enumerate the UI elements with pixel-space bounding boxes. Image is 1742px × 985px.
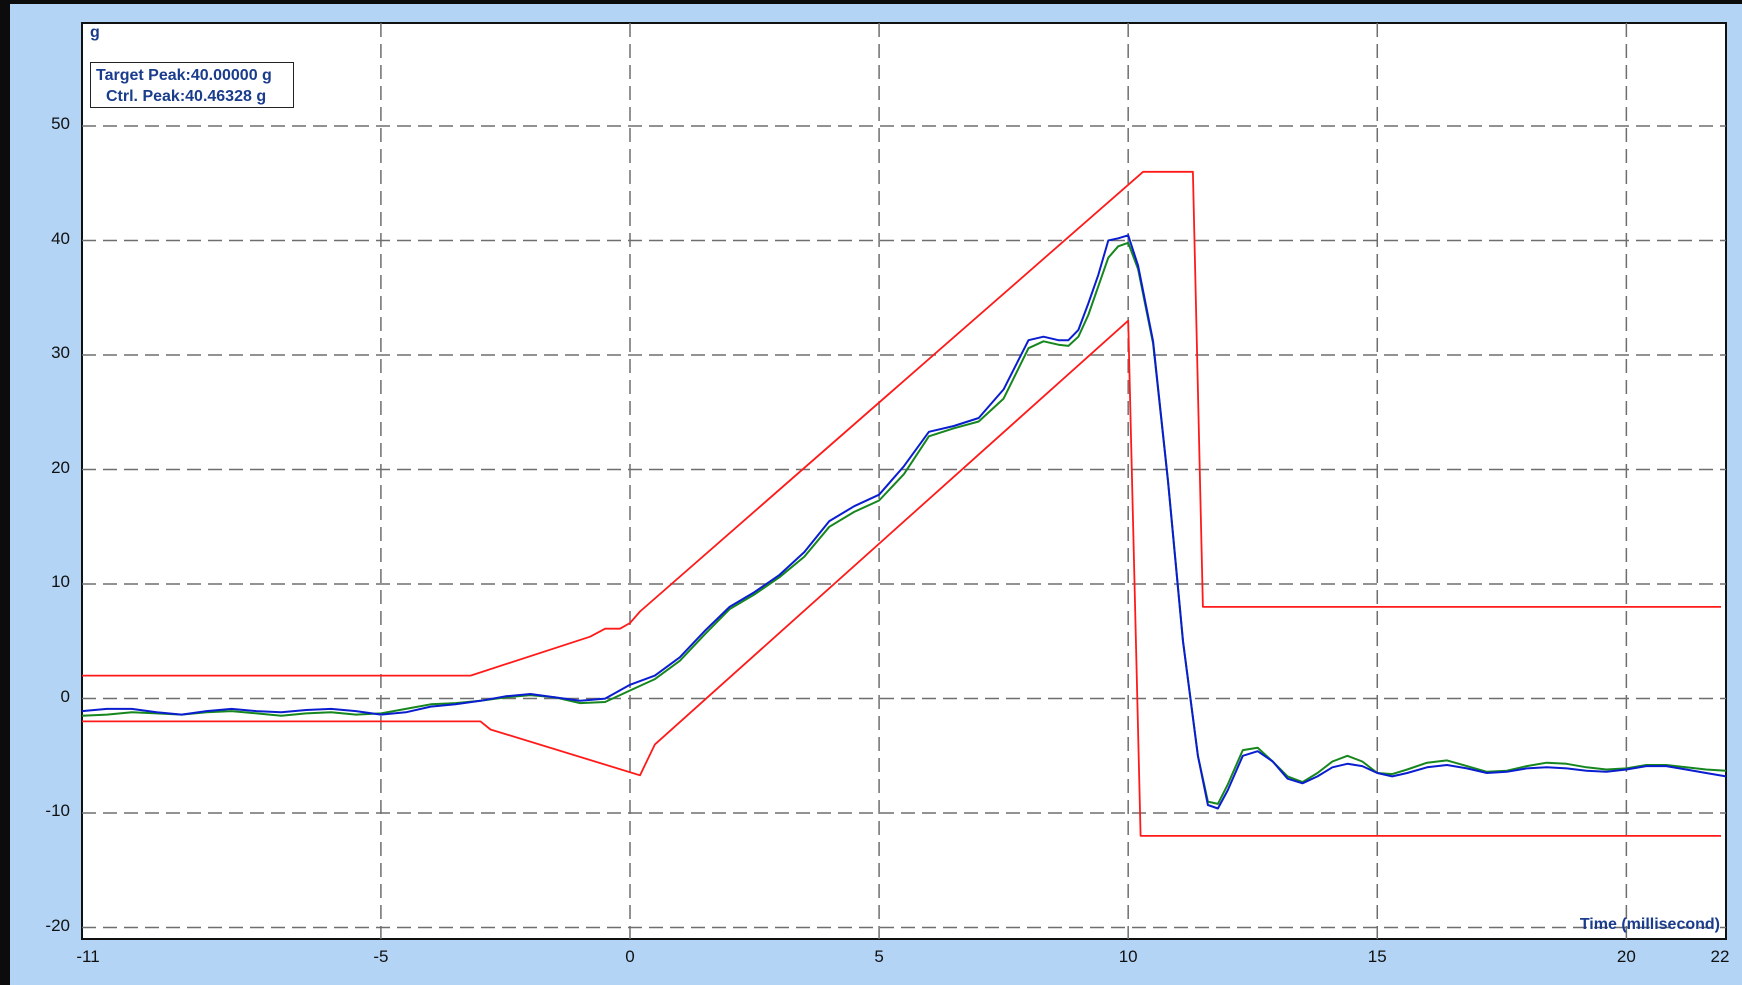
target-peak-text: Target Peak:40.00000 g [96, 67, 272, 84]
y-tick-label: 20 [51, 457, 70, 477]
x-tick-label: 10 [1118, 947, 1138, 966]
x-tick-label: 0 [625, 947, 635, 966]
y-tick-label: 10 [51, 572, 70, 592]
x-tick-label: 5 [874, 947, 884, 966]
plot-background [81, 22, 1727, 940]
y-axis-label: g [90, 24, 100, 41]
x-axis-label: Time (millisecond) [1579, 916, 1720, 933]
x-tick-label: 20 [1616, 947, 1636, 966]
x-tick-label: 22 [1710, 947, 1730, 966]
frame-border-top [0, 0, 1742, 4]
x-tick-label: 15 [1367, 947, 1387, 966]
y-tick-label: -10 [45, 801, 70, 821]
y-tick-label: 30 [51, 343, 70, 363]
y-tick-label: 0 [60, 686, 70, 706]
series-reference-line [81, 241, 1727, 805]
y-tick-label: 40 [51, 228, 70, 248]
peak-annotation-box: Target Peak:40.00000 g Ctrl. Peak:40.463… [90, 62, 294, 108]
y-tick-label: 50 [51, 114, 70, 134]
series-lines [81, 170, 1727, 837]
grid-lines [82, 23, 1726, 939]
x-tick-label: -5 [373, 947, 389, 966]
frame-border-left [0, 0, 10, 985]
series-control-line [81, 234, 1727, 810]
series-lower-line [82, 319, 1721, 837]
ctrl-peak-text: Ctrl. Peak:40.46328 g [106, 88, 267, 105]
y-tick-label: -20 [45, 915, 70, 935]
series-upper-line [82, 170, 1721, 677]
x-tick-label: -11 [76, 947, 100, 966]
